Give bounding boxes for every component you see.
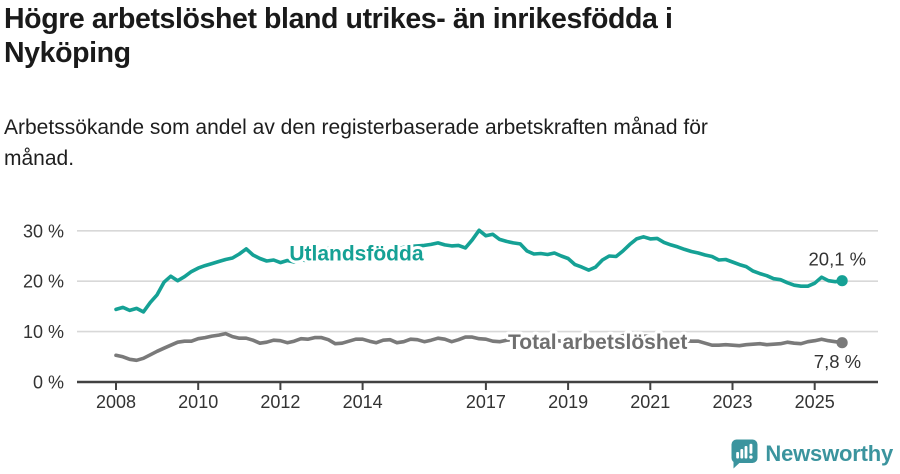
exclamation-glyph [749, 443, 754, 459]
chart-subtitle-line-2: månad. [4, 147, 75, 170]
x-axis-tick-label: 2023 [712, 392, 752, 412]
series-end-value-label: 20,1 % [809, 249, 867, 270]
x-axis-tick-label: 2017 [466, 392, 506, 412]
brand-name: Newsworthy [765, 441, 893, 466]
chart-title-line-1: Högre arbetslöshet bland utrikes- än inr… [4, 3, 673, 35]
series-end-value-label: 7,8 % [814, 351, 861, 372]
series-end-dot [836, 275, 848, 287]
x-axis-tick-label: 2014 [343, 392, 383, 412]
x-axis-tick-label: 2010 [178, 392, 218, 412]
chart-subtitle: Arbetssökande som andel av den registerb… [4, 112, 708, 174]
y-axis-tick-label: 0 % [33, 373, 64, 393]
x-axis-tick-label: 2012 [260, 392, 300, 412]
x-axis-tick-label: 2021 [630, 392, 670, 412]
y-axis-tick-label: 20 % [23, 272, 64, 292]
x-axis-tick-label: 2025 [795, 392, 835, 412]
newsworthy-brand: Newsworthy [731, 439, 893, 469]
chart-title-line-2: Nyköping [4, 37, 131, 69]
series-end-dot [836, 337, 848, 349]
bar-chart-glyph [736, 446, 748, 459]
chart-title: Högre arbetslöshet bland utrikes- än inr… [4, 2, 673, 70]
x-axis-tick-label: 2019 [548, 392, 588, 412]
newsworthy-logo-icon [731, 439, 758, 469]
chart-subtitle-line-1: Arbetssökande som andel av den registerb… [4, 116, 708, 139]
series-label: Total arbetslöshet [508, 331, 687, 354]
series-line [114, 228, 844, 314]
x-axis-tick-label: 2008 [96, 392, 136, 412]
chat-bubble-shape [731, 439, 758, 469]
y-axis-tick-label: 30 % [23, 221, 64, 241]
series-label: Utlandsfödda [289, 243, 423, 266]
series-line [114, 331, 844, 363]
y-axis-tick-label: 10 % [23, 322, 64, 342]
